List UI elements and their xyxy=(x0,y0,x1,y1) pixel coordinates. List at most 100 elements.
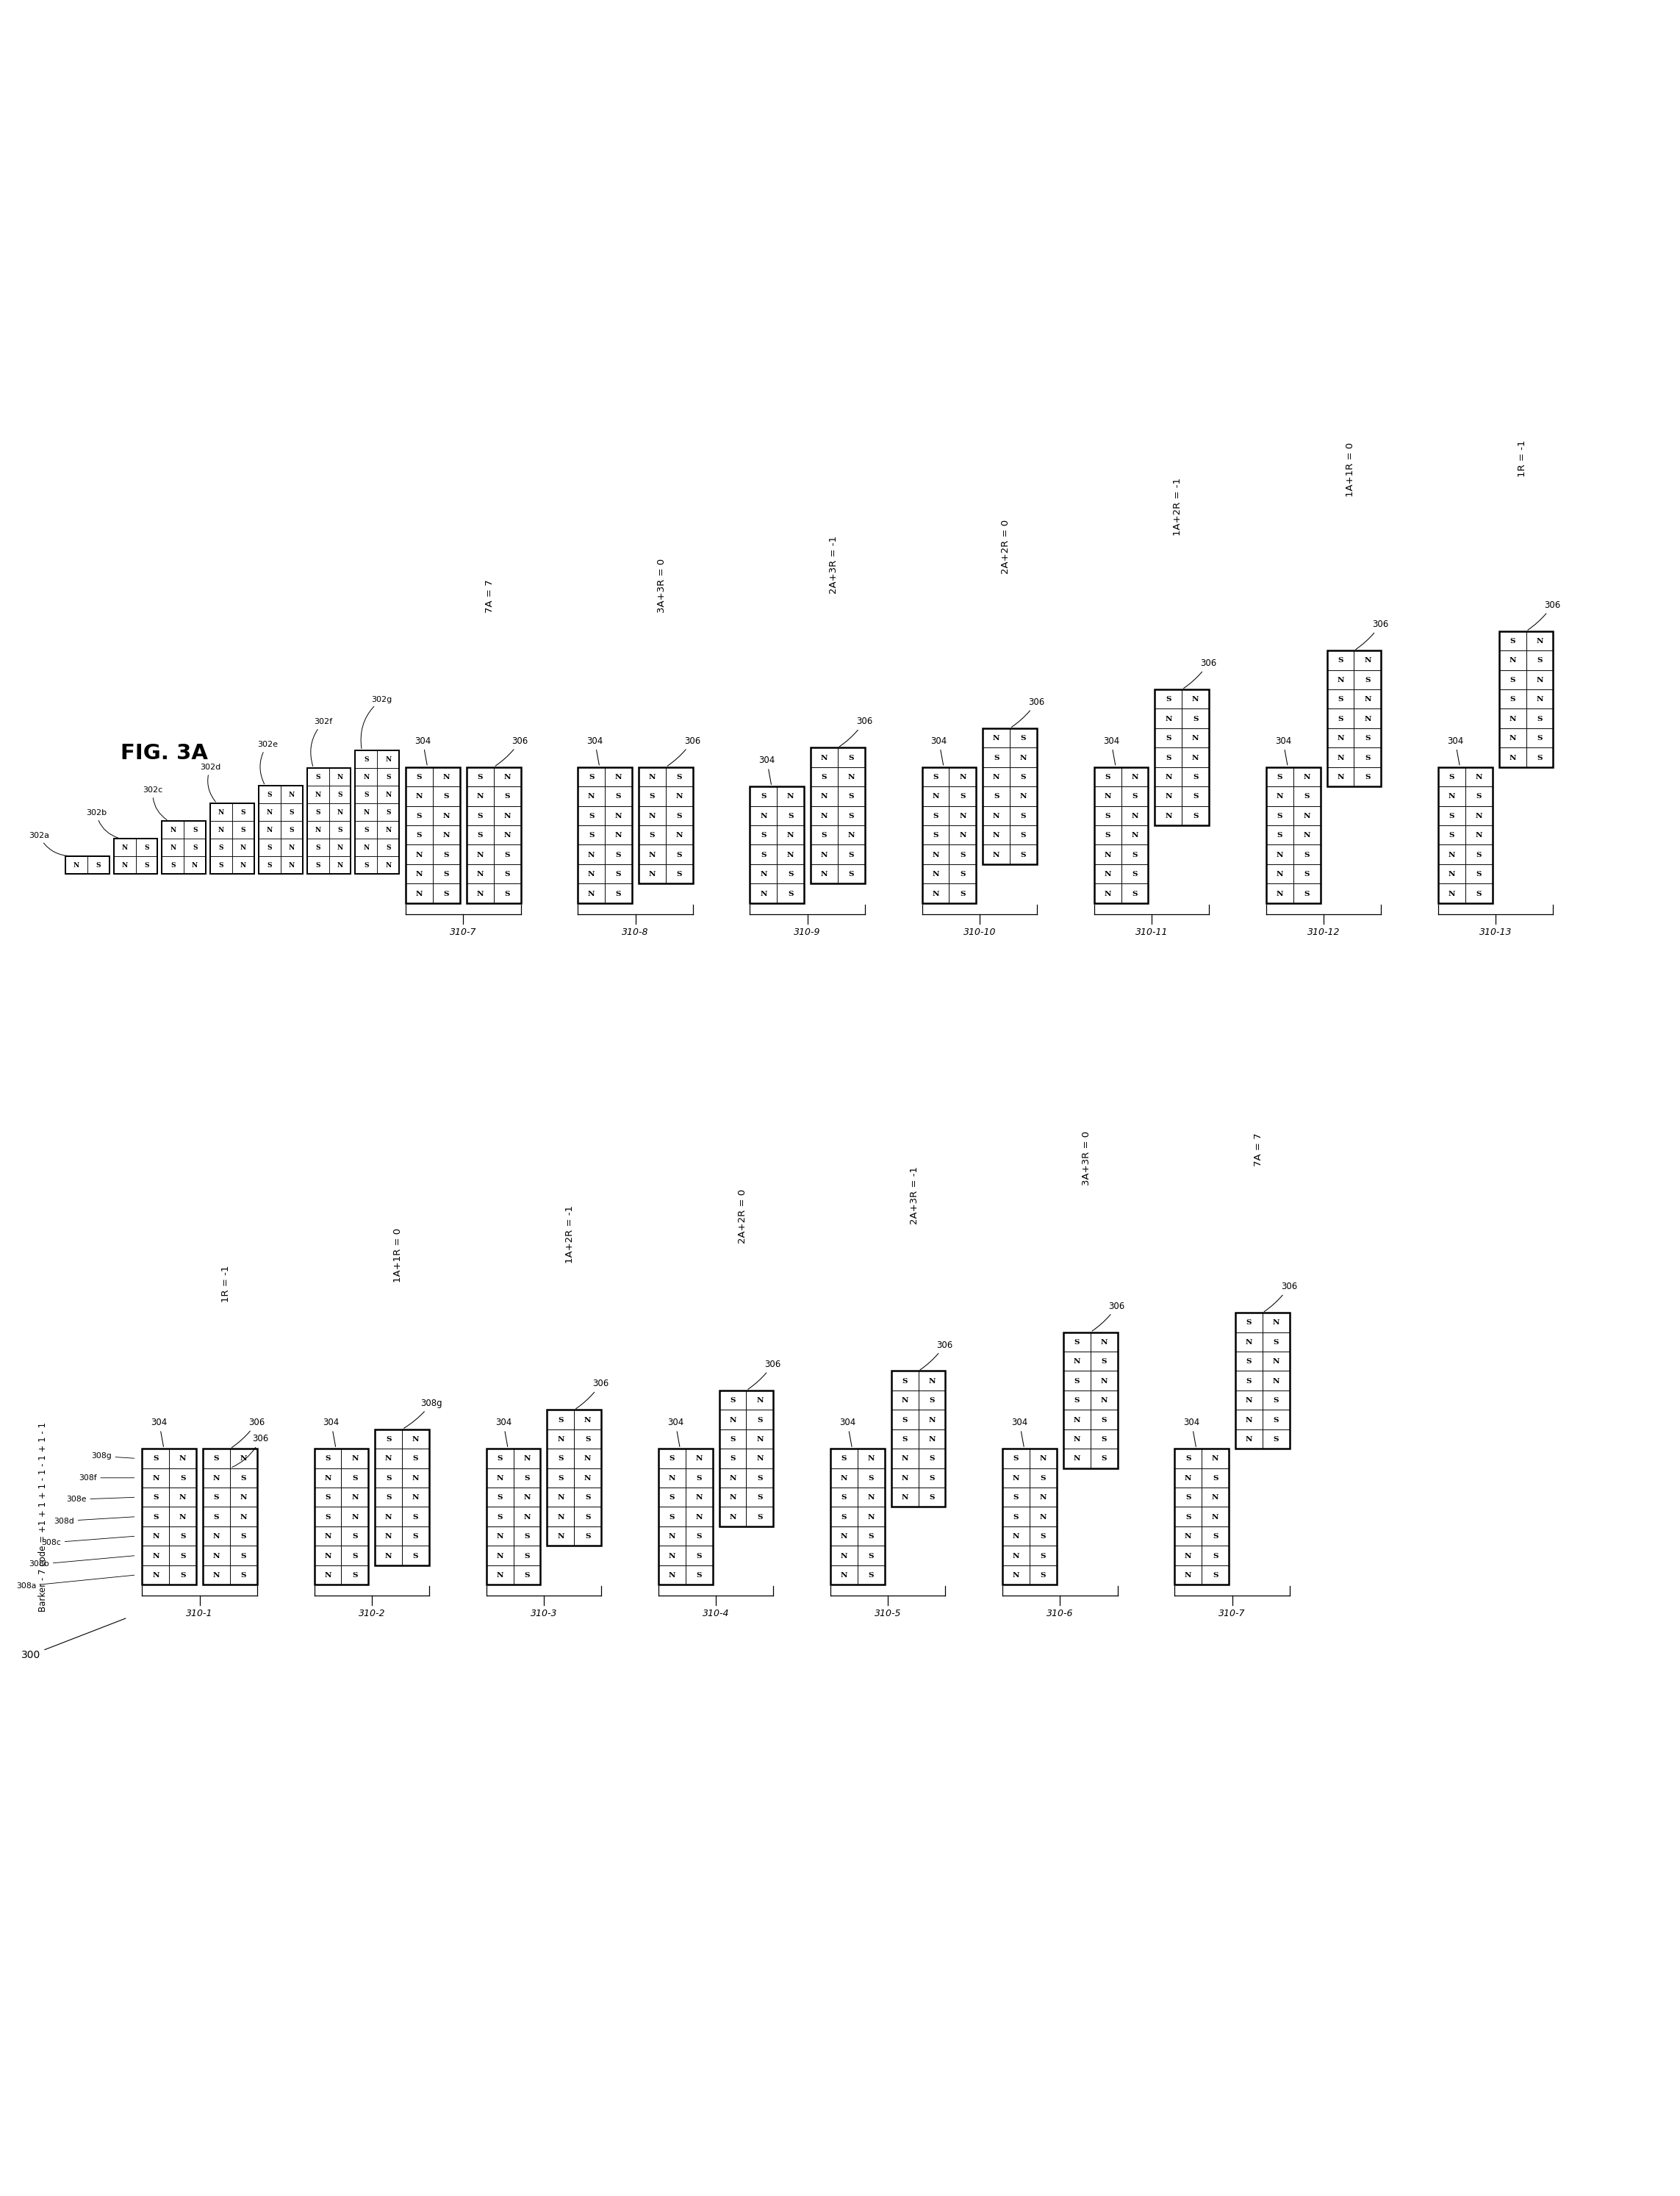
Text: S: S xyxy=(324,1456,331,1463)
Text: S: S xyxy=(444,872,449,878)
Bar xyxy=(1465,786,1492,806)
Bar xyxy=(919,1370,946,1390)
Bar xyxy=(811,747,865,883)
Bar xyxy=(665,845,692,865)
Bar xyxy=(1094,845,1121,865)
Text: S: S xyxy=(1186,1513,1191,1520)
Bar xyxy=(375,1546,402,1566)
Text: N: N xyxy=(1448,793,1455,799)
Text: N: N xyxy=(675,832,682,839)
Text: N: N xyxy=(289,845,294,852)
Text: 1R = -1: 1R = -1 xyxy=(222,1265,230,1302)
Bar xyxy=(1154,747,1183,766)
Bar xyxy=(136,856,158,874)
Text: S: S xyxy=(650,793,655,799)
Bar xyxy=(983,729,1010,747)
Bar xyxy=(494,806,521,826)
Bar xyxy=(486,1487,514,1506)
Text: S: S xyxy=(365,863,368,870)
Text: N: N xyxy=(1509,716,1515,722)
Bar xyxy=(659,1526,685,1546)
Text: S: S xyxy=(1132,872,1137,878)
Text: 310-8: 310-8 xyxy=(622,927,648,938)
Bar xyxy=(746,1506,773,1526)
Text: 308d: 308d xyxy=(54,1517,134,1524)
Text: 310-1: 310-1 xyxy=(186,1610,213,1618)
Text: S: S xyxy=(869,1533,874,1539)
Text: S: S xyxy=(213,1493,220,1500)
Text: N: N xyxy=(153,1572,160,1579)
Bar xyxy=(575,1487,601,1506)
Bar xyxy=(1294,766,1320,786)
Text: 302b: 302b xyxy=(86,808,118,839)
Bar xyxy=(1183,766,1210,786)
Text: N: N xyxy=(648,872,655,878)
Bar xyxy=(203,1487,230,1506)
Bar xyxy=(1438,883,1465,903)
Bar xyxy=(375,1430,428,1566)
Text: S: S xyxy=(386,773,391,780)
Bar xyxy=(659,1487,685,1506)
Text: N: N xyxy=(351,1493,358,1500)
Bar xyxy=(1201,1469,1228,1487)
Bar xyxy=(486,1506,514,1526)
Bar xyxy=(1354,766,1381,786)
Bar xyxy=(830,1526,857,1546)
Text: S: S xyxy=(1537,657,1542,663)
Text: 308f: 308f xyxy=(79,1474,134,1482)
Text: N: N xyxy=(585,1476,591,1482)
Bar xyxy=(638,766,692,883)
Text: S: S xyxy=(324,1513,331,1520)
Bar xyxy=(514,1566,541,1586)
Text: 308a: 308a xyxy=(17,1575,134,1590)
Text: S: S xyxy=(267,791,272,797)
Text: 310-12: 310-12 xyxy=(1307,927,1341,938)
Bar xyxy=(1010,747,1037,766)
Text: S: S xyxy=(617,889,622,896)
Bar xyxy=(307,804,329,821)
Text: N: N xyxy=(867,1456,875,1463)
Bar xyxy=(1465,806,1492,826)
Text: N: N xyxy=(1277,793,1284,799)
Text: S: S xyxy=(822,832,827,839)
Text: S: S xyxy=(1477,872,1482,878)
Text: S: S xyxy=(696,1553,702,1559)
Bar xyxy=(402,1449,428,1469)
Text: S: S xyxy=(1477,793,1482,799)
Text: N: N xyxy=(240,1456,247,1463)
Bar xyxy=(922,826,949,845)
Text: N: N xyxy=(314,791,321,797)
Text: N: N xyxy=(267,808,272,817)
Text: S: S xyxy=(758,1416,763,1423)
Text: S: S xyxy=(696,1533,702,1539)
Text: 1A+2R = -1: 1A+2R = -1 xyxy=(1173,477,1183,536)
Bar xyxy=(1030,1469,1057,1487)
Bar xyxy=(1154,709,1183,729)
Text: N: N xyxy=(1448,872,1455,878)
Bar xyxy=(467,766,494,786)
Bar xyxy=(659,1566,685,1586)
Text: N: N xyxy=(417,793,423,799)
Bar xyxy=(949,806,976,826)
Bar xyxy=(1267,806,1294,826)
Bar xyxy=(578,766,632,903)
Text: N: N xyxy=(338,863,343,870)
Text: S: S xyxy=(1337,657,1344,663)
Text: N: N xyxy=(1013,1553,1020,1559)
Bar xyxy=(811,845,838,865)
Bar xyxy=(548,1430,575,1449)
Bar xyxy=(1235,1390,1262,1410)
Text: Barker - 7 code = +1 + 1 + 1 - 1 - 1 + 1 - 1: Barker - 7 code = +1 + 1 + 1 - 1 - 1 + 1… xyxy=(39,1421,49,1612)
Text: S: S xyxy=(1537,716,1542,722)
Bar xyxy=(685,1469,712,1487)
Bar xyxy=(1090,1390,1117,1410)
Text: S: S xyxy=(316,863,321,870)
Bar xyxy=(1465,883,1492,903)
Bar xyxy=(433,883,460,903)
Bar xyxy=(638,806,665,826)
Bar xyxy=(467,865,494,883)
Bar xyxy=(1063,1449,1090,1469)
Text: 306: 306 xyxy=(840,716,872,747)
Text: N: N xyxy=(1013,1572,1020,1579)
Bar xyxy=(575,1430,601,1449)
